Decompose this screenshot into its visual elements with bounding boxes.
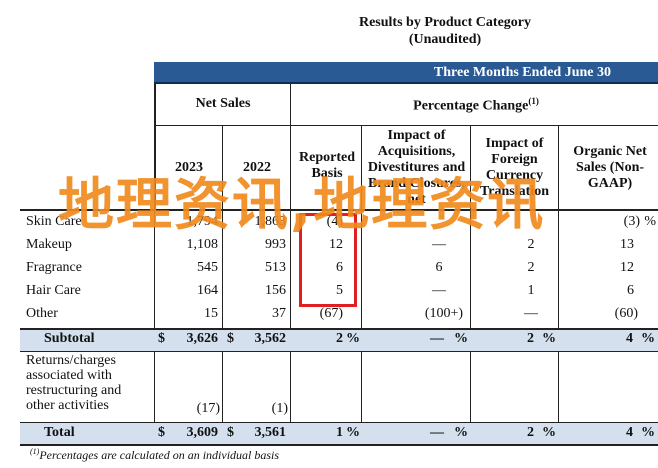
grid-line bbox=[558, 211, 559, 444]
fx-impact-header: Impact of Foreign Currency Translation bbox=[480, 136, 549, 199]
subtotal-label: Subtotal bbox=[44, 331, 95, 346]
returns-charges-label: Returns/charges associated with restruct… bbox=[26, 353, 122, 413]
grid-line bbox=[470, 211, 471, 444]
acquisitions-header: Impact of Acquisitions, Divestitures and… bbox=[367, 128, 466, 207]
grid-line bbox=[222, 125, 223, 210]
percentage-change-header: Percentage Change(1) bbox=[413, 96, 539, 114]
reported-basis-header: Reported Basis bbox=[299, 150, 355, 181]
grid-line bbox=[20, 209, 658, 211]
period-header: Three Months Ended June 30 bbox=[154, 62, 658, 84]
grid-line bbox=[361, 125, 362, 210]
grid-line bbox=[154, 125, 658, 126]
title-line-2: (Unaudited) bbox=[408, 32, 482, 47]
subtotal-row bbox=[20, 328, 658, 352]
grid-line bbox=[222, 211, 223, 444]
total-row bbox=[20, 422, 658, 446]
red-highlight-box bbox=[299, 213, 357, 307]
net-sales-header: Net Sales bbox=[195, 96, 251, 111]
title-line-1: Results by Product Category bbox=[358, 15, 531, 30]
grid-line bbox=[290, 211, 291, 444]
grid-line bbox=[154, 84, 156, 210]
report-title: Results by Product Category (Unaudited) bbox=[300, 14, 590, 48]
grid-line bbox=[290, 84, 291, 210]
grid-line bbox=[154, 211, 155, 444]
footnote: (1)Percentages are calculated on an indi… bbox=[30, 447, 280, 462]
grid-line bbox=[361, 211, 362, 444]
year-2022-header: 2022 bbox=[243, 160, 271, 175]
year-2023-header: 2023 bbox=[175, 160, 203, 175]
organic-header: Organic Net Sales (Non-GAAP) bbox=[573, 144, 647, 191]
grid-line bbox=[470, 125, 471, 210]
grid-line bbox=[558, 125, 559, 210]
total-label: Total bbox=[44, 425, 75, 440]
